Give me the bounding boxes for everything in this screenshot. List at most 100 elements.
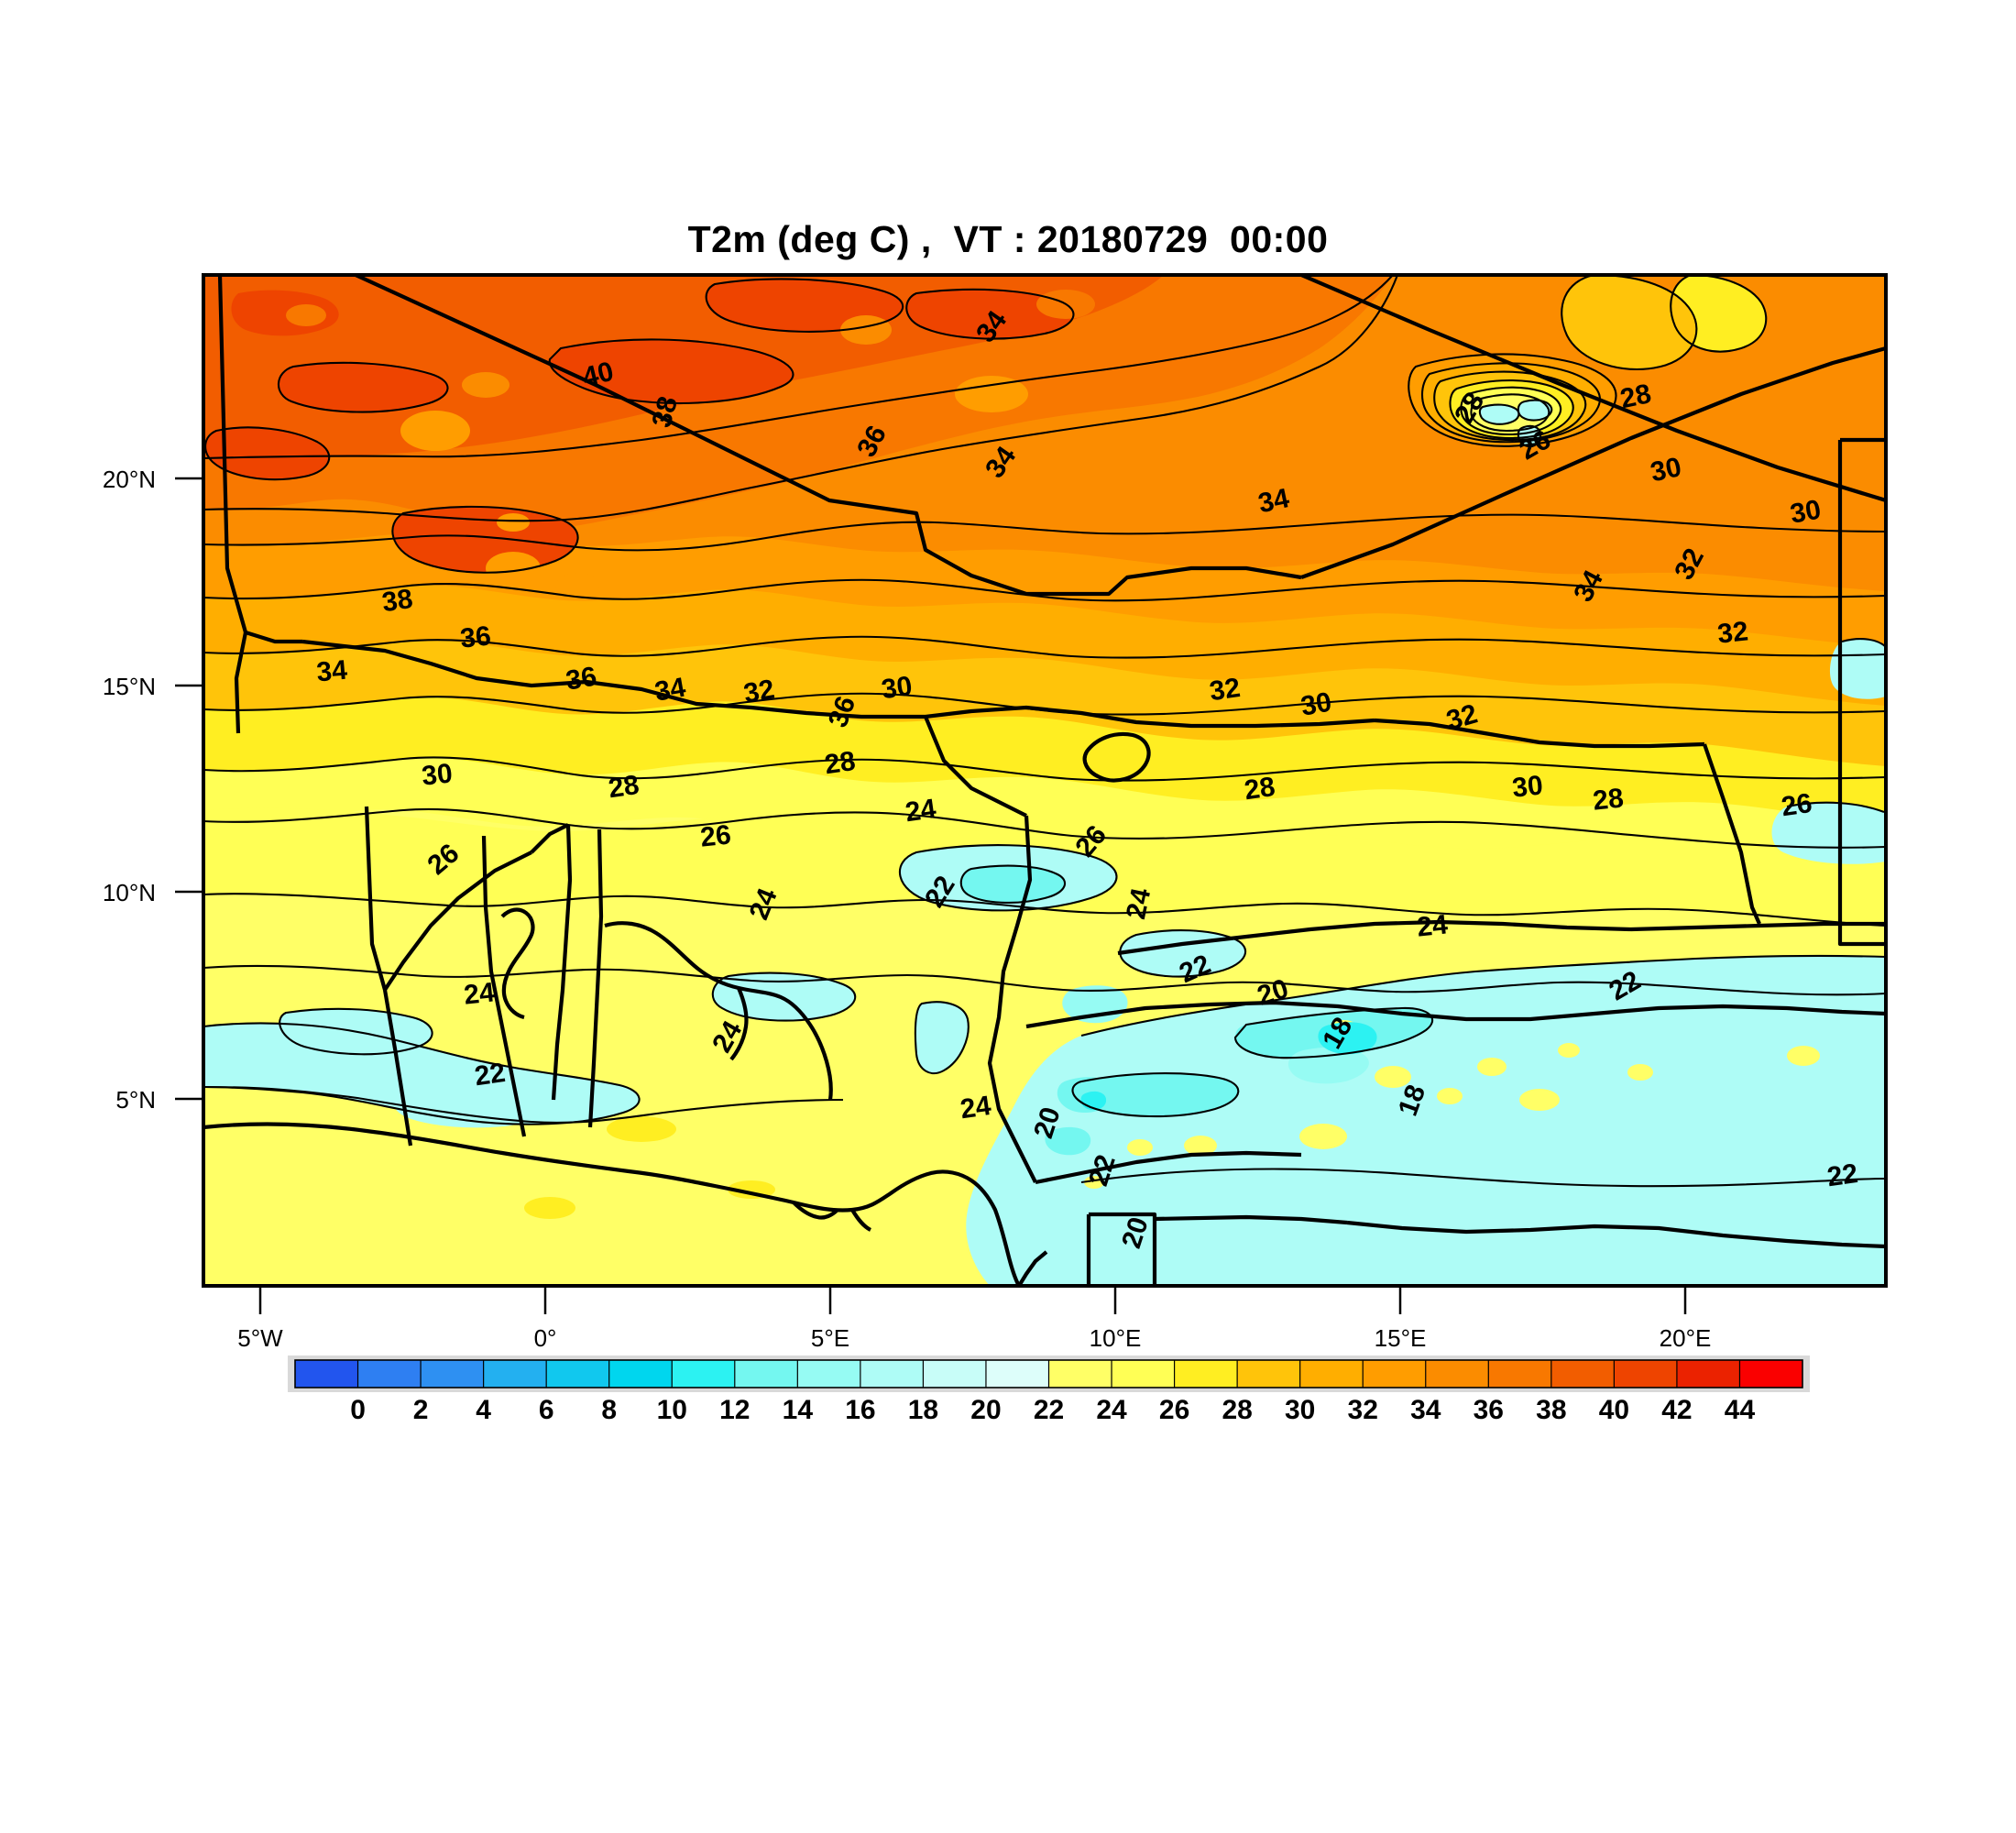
svg-text:34: 34	[1255, 483, 1292, 519]
fill-patch-40d	[906, 289, 1074, 339]
colorbar-segment	[421, 1360, 485, 1388]
x-tick-label-20E: 20°E	[1659, 1324, 1712, 1352]
x-tick-label-15E: 15°E	[1374, 1324, 1427, 1352]
colorbar-segment	[1112, 1360, 1176, 1388]
svg-text:32: 32	[1716, 616, 1750, 649]
x-tick-label-5W: 5°W	[237, 1324, 283, 1352]
fill-tibesti-core1	[1479, 404, 1519, 424]
colorbar-segment	[672, 1360, 736, 1388]
colorbar-tick-label: 38	[1536, 1395, 1567, 1425]
svg-text:28: 28	[1592, 783, 1626, 816]
fill-coastal-cold-3	[1045, 1126, 1091, 1156]
colorbar-tick-label: 24	[1096, 1395, 1127, 1425]
fill-ocean-spot-1	[607, 1116, 676, 1142]
fill-cold-extreme	[1318, 1022, 1377, 1055]
svg-text:30: 30	[880, 671, 915, 705]
colorbar-segment	[483, 1360, 547, 1388]
fill-island-1	[1375, 1066, 1411, 1088]
fill-patch-38-hot-3	[205, 427, 330, 480]
fill-island-3	[1477, 1058, 1507, 1076]
svg-text:24: 24	[959, 1091, 993, 1125]
svg-text:28: 28	[1617, 379, 1654, 414]
colorbar-segment	[608, 1360, 673, 1388]
svg-text:24: 24	[1416, 909, 1450, 942]
page-title: T2m (deg C) , VT : 20180729 00:00	[687, 218, 1329, 260]
colorbar-segment	[295, 1360, 359, 1388]
colorbar-tick-label: 20	[970, 1395, 1002, 1425]
colorbar-tick-label: 16	[845, 1395, 876, 1425]
svg-text:22: 22	[473, 1058, 508, 1092]
svg-text:26: 26	[1780, 788, 1814, 822]
colorbar-segment	[1237, 1360, 1301, 1388]
fill-blob-1	[286, 304, 326, 326]
colorbar-segment	[546, 1360, 610, 1388]
fill-tibesti-core2	[1517, 400, 1552, 421]
fill-warmspot-1	[1127, 1139, 1153, 1156]
y-tick-label-10N: 10°N	[102, 879, 156, 906]
svg-text:36: 36	[564, 661, 599, 696]
fill-island-5	[1558, 1043, 1580, 1058]
svg-text:30: 30	[421, 758, 455, 791]
colorbar-tick-label: 30	[1284, 1395, 1316, 1425]
colorbar-segment	[797, 1360, 861, 1388]
svg-text:38: 38	[380, 584, 415, 618]
plot-frame	[202, 273, 1888, 1288]
colorbar-tick-label: 22	[1033, 1395, 1065, 1425]
map-contour-fills: 40 38 38 36 34 36 36 34 34 34 36 34 32 3…	[203, 275, 1886, 1286]
fill-patch-38-hot-2	[278, 362, 448, 412]
country-borders	[203, 275, 1886, 1286]
fill-cool-south-strip	[1057, 1169, 1886, 1286]
x-tick-label-10E: 10°E	[1089, 1324, 1142, 1352]
colorbar-tick-label: 10	[656, 1395, 687, 1425]
fill-island-2	[1437, 1088, 1463, 1104]
colorbar-segment	[1739, 1360, 1803, 1388]
svg-text:40: 40	[580, 357, 617, 393]
colorbar-segment	[734, 1360, 798, 1388]
svg-text:28: 28	[1243, 772, 1277, 806]
colorbar-segment	[1676, 1360, 1740, 1388]
fill-blob-7	[955, 376, 1028, 412]
colorbar-segment	[1614, 1360, 1678, 1388]
colorbar-tick-label: 2	[412, 1395, 429, 1425]
colorbar-segment	[985, 1360, 1049, 1388]
svg-text:30: 30	[1511, 770, 1545, 803]
y-tick-label-15N: 15°N	[102, 673, 156, 700]
colorbar-segment	[1488, 1360, 1552, 1388]
svg-text:34: 34	[652, 672, 688, 707]
axis-ticks	[175, 477, 1687, 1314]
colorbar-segment	[1425, 1360, 1489, 1388]
svg-text:26: 26	[699, 819, 733, 852]
svg-text:32: 32	[1208, 673, 1243, 707]
fill-blob-6	[555, 573, 599, 600]
fill-ne-yellow-2	[1561, 275, 1697, 369]
colorbar-tick-label: 28	[1222, 1395, 1253, 1425]
colorbar-tick-label: 8	[601, 1395, 618, 1425]
fill-blob-8	[840, 315, 892, 345]
svg-text:30: 30	[1648, 452, 1684, 488]
svg-text:30: 30	[1788, 494, 1824, 529]
colorbar-segment	[923, 1360, 987, 1388]
colorbar-tick-label: 44	[1724, 1395, 1756, 1425]
y-tick-label-20N: 20°N	[102, 466, 156, 493]
svg-text:28: 28	[607, 770, 641, 804]
svg-text:24: 24	[1121, 885, 1156, 922]
x-tick-label-0: 0°	[533, 1324, 557, 1352]
colorbar-segment	[357, 1360, 422, 1388]
fill-island-7	[1299, 1124, 1347, 1149]
colorbar-tick-label: 32	[1347, 1395, 1378, 1425]
fill-island-8	[1184, 1136, 1217, 1156]
colorbar-tick-label: 4	[476, 1395, 491, 1425]
fill-ne-cool-1	[1771, 802, 1886, 864]
colorbar-tick-label: 14	[782, 1395, 814, 1425]
colorbar-tick-label: 42	[1661, 1395, 1693, 1425]
fill-cool-se-inner2	[1072, 1073, 1239, 1117]
svg-text:28: 28	[823, 746, 858, 780]
colorbar	[288, 1356, 1810, 1392]
svg-text:24: 24	[463, 977, 497, 1010]
svg-text:32: 32	[741, 674, 777, 708]
fill-blob-4	[497, 513, 530, 532]
fill-patch-40a	[549, 339, 794, 403]
fill-cool-voltabasin-inner	[960, 865, 1066, 903]
colorbar-segment	[1550, 1360, 1615, 1388]
colorbar-tick-label: 0	[350, 1395, 366, 1425]
